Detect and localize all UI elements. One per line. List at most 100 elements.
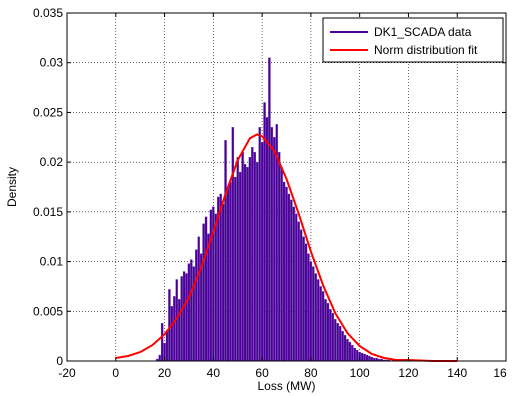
- histogram-bar: [187, 263, 191, 362]
- histogram-bar: [295, 213, 298, 362]
- x-tick-label: 120: [398, 366, 418, 380]
- histogram-bar: [353, 347, 356, 362]
- histogram-bar: [260, 142, 264, 362]
- axis-ticks: [66, 12, 507, 362]
- histogram-bar: [290, 199, 293, 362]
- histogram-bar: [370, 356, 374, 362]
- histogram-bar: [331, 313, 335, 362]
- x-tick-label: 140: [447, 366, 467, 380]
- histogram-bar: [165, 331, 169, 362]
- histogram-bar: [160, 323, 164, 362]
- y-axis-label: Density: [5, 167, 19, 207]
- y-tick-label: 0.01: [40, 255, 64, 269]
- histogram-bar: [321, 291, 325, 362]
- x-tick-label: 20: [158, 366, 172, 380]
- histogram-bar: [280, 166, 283, 362]
- histogram-bar: [243, 163, 247, 362]
- histogram-bar: [238, 171, 242, 362]
- norm-fit-line: [115, 133, 458, 362]
- histogram-bar: [304, 243, 308, 362]
- y-tick-label: 0.015: [33, 205, 63, 219]
- histogram-bar: [292, 206, 296, 362]
- histogram-bar: [168, 289, 171, 362]
- y-tick-label: 0.035: [33, 6, 63, 20]
- histogram-bar: [170, 306, 174, 362]
- histogram-bar: [268, 57, 271, 362]
- plot-frame: [66, 12, 507, 362]
- histogram-bar: [334, 319, 337, 362]
- histogram-bar: [299, 229, 303, 362]
- histogram-bar: [319, 286, 322, 362]
- legend-label-scada: DK1_SCADA data: [374, 25, 472, 39]
- histogram-bar: [158, 354, 161, 362]
- histogram-bar: [365, 354, 369, 362]
- histogram-bar: [326, 303, 330, 362]
- histogram-bar: [234, 176, 237, 362]
- x-tick-labels: -20 0 20 40 60 80 100 120 140 16: [58, 366, 507, 380]
- histogram-bar: [317, 279, 320, 362]
- x-tick-label: 60: [255, 366, 269, 380]
- x-tick-label: 40: [207, 366, 221, 380]
- histogram-bar: [285, 186, 288, 362]
- histogram-bar: [287, 193, 291, 362]
- histogram-bar: [338, 326, 342, 362]
- histogram-bar: [270, 127, 274, 362]
- legend-box: [322, 17, 504, 63]
- histogram-bar: [312, 266, 315, 362]
- histogram-bar: [197, 236, 200, 362]
- x-tick-label: 80: [304, 366, 318, 380]
- histogram-bar: [182, 271, 186, 362]
- histogram-bar: [273, 137, 276, 362]
- histogram-bar: [173, 296, 176, 362]
- histogram-bar: [251, 147, 254, 362]
- histogram-bar: [307, 253, 310, 362]
- histogram-bar: [231, 127, 235, 362]
- histogram-bar: [297, 221, 300, 362]
- histogram-bar: [192, 266, 196, 362]
- histogram-bar: [248, 157, 252, 362]
- legend: DK1_SCADA data Norm distribution fit: [322, 17, 504, 63]
- histogram-bar: [351, 344, 354, 362]
- histogram-bar: [302, 236, 305, 362]
- x-tick-label: 0: [112, 366, 119, 380]
- histogram-bar: [180, 276, 183, 362]
- x-tick-label: 16: [493, 366, 507, 380]
- histogram-bar: [219, 193, 222, 362]
- histogram-bar: [226, 186, 230, 362]
- histogram-bar: [204, 216, 208, 362]
- histogram-bar: [356, 349, 359, 362]
- histogram-bar: [363, 353, 366, 362]
- histogram-bar: [185, 273, 188, 362]
- histogram-bar: [346, 338, 349, 362]
- histogram-bar: [360, 352, 364, 362]
- histogram-bar: [221, 203, 225, 362]
- y-tick-label: 0.025: [33, 105, 63, 119]
- histogram-bar: [241, 152, 244, 362]
- y-tick-label: 0.005: [33, 304, 63, 318]
- histogram-bar: [236, 157, 239, 362]
- x-axis-label: Loss (MW): [258, 379, 316, 393]
- y-tick-label: 0.03: [40, 56, 64, 70]
- histogram-bar: [277, 152, 281, 362]
- histogram-bar: [265, 117, 269, 362]
- histogram-bar: [195, 249, 198, 362]
- histogram-bar: [229, 181, 232, 362]
- histogram-bar: [202, 223, 205, 362]
- histogram-bar: [314, 273, 317, 362]
- histogram-bar: [256, 161, 259, 362]
- histogram-bar: [224, 140, 227, 362]
- histogram-bar: [190, 259, 193, 362]
- histogram-bar: [329, 309, 332, 362]
- histogram-bars: [156, 57, 391, 362]
- x-tick-label: -20: [58, 366, 76, 380]
- histogram-bar: [258, 127, 261, 362]
- histogram-bar: [178, 299, 181, 362]
- histogram-bar: [214, 213, 217, 362]
- y-tick-label: 0: [56, 354, 63, 368]
- histogram-bar: [341, 331, 344, 362]
- histogram-bar: [343, 334, 347, 362]
- histogram-bar: [348, 341, 352, 362]
- histogram-bar: [207, 233, 210, 362]
- histogram-bar: [209, 209, 213, 362]
